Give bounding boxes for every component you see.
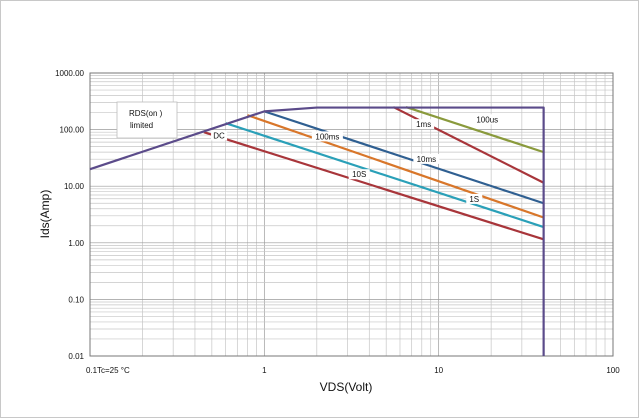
- rds-label-line1: RDS(on ): [129, 109, 163, 118]
- rds-label-box: [117, 102, 177, 138]
- series-label: 100us: [476, 115, 498, 124]
- x-tick-labels: 0.1 1 10 100: [86, 366, 620, 375]
- y-tick-label: 10.00: [64, 182, 85, 191]
- series-label: 1S: [469, 195, 479, 204]
- condition-label: Tc=25 °C: [97, 366, 130, 375]
- y-tick-label: 1.00: [68, 239, 84, 248]
- series-line: [226, 123, 544, 227]
- y-tick-label: 1000.00: [55, 69, 84, 78]
- x-tick-label: 0.1: [86, 366, 98, 375]
- series-label: 10S: [352, 170, 366, 179]
- series-line: [264, 111, 543, 203]
- series-label: 1ms: [416, 120, 431, 129]
- series-label: DC: [213, 131, 225, 140]
- y-tick-label: 0.10: [68, 295, 84, 304]
- y-tick-labels: 0.01 0.10 1.00 10.00 100.00 1000.00: [55, 69, 84, 361]
- y-tick-label: 0.01: [68, 352, 84, 361]
- series-label: 100ms: [315, 132, 339, 141]
- x-axis-title: VDS(Volt): [320, 380, 373, 394]
- series-line: [247, 115, 543, 217]
- series-label: 10ms: [417, 155, 437, 164]
- rds-label-line2: limited: [130, 121, 153, 130]
- x-tick-label: 10: [434, 366, 443, 375]
- x-tick-label: 100: [606, 366, 620, 375]
- x-tick-label: 1: [262, 366, 267, 375]
- y-tick-label: 100.00: [60, 126, 85, 135]
- y-axis-title: Ids(Amp): [38, 190, 52, 239]
